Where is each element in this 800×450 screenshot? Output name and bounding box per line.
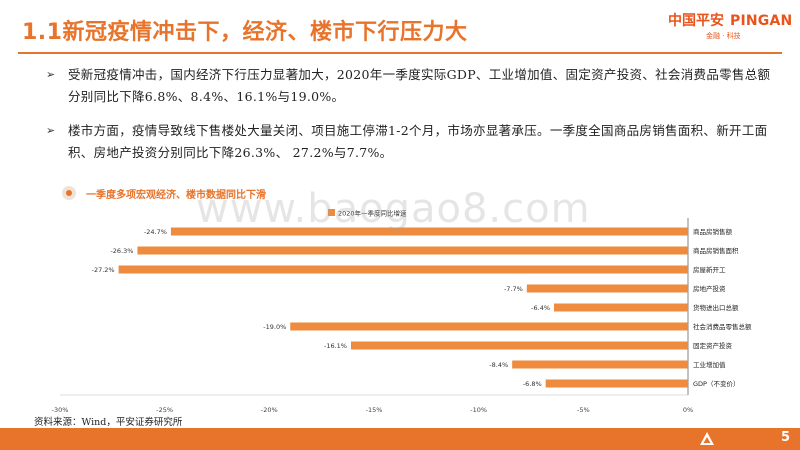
logo-tagline: 金融 · 科技: [706, 32, 741, 40]
bar: [170, 227, 689, 236]
logo-wordmark: 中国平安 PINGAN: [668, 10, 792, 30]
x-tick-label: -15%: [366, 406, 383, 414]
bullet-text-property: 楼市方面，疫情导致线下售楼处大量关闭、项目施工停滞1-2个月，市场亦显著承压。一…: [68, 123, 768, 160]
x-tick-label: -5%: [577, 406, 590, 414]
page-title: 1.1新冠疫情冲击下，经济、楼市下行压力大: [22, 20, 468, 45]
bar: [137, 246, 688, 255]
bullet-arrow-icon: ➢: [46, 124, 56, 137]
pingan-emblem-icon: [700, 432, 714, 445]
bar: [554, 303, 688, 312]
category-label: 货物进出口总额: [693, 303, 739, 312]
category-label: 商品房销售额: [693, 227, 733, 236]
subheading-text: 一季度多项宏观经济、楼市数据同比下滑: [86, 189, 266, 201]
bar: [526, 284, 688, 293]
footer-bar: [0, 428, 800, 450]
category-label: 商品房销售面积: [693, 246, 739, 255]
data-label: -7.7%: [504, 285, 523, 293]
legend-swatch: [328, 209, 335, 216]
bullet-list: ➢ 受新冠疫情冲击，国内经济下行压力显著加大，2020年一季度实际GDP、工业增…: [46, 64, 776, 176]
page-number: 5: [780, 430, 790, 445]
data-label: -26.3%: [110, 247, 133, 255]
bar: [118, 265, 688, 274]
source-note: 资料来源：Wind，平安证券研究所: [34, 417, 183, 428]
legend-label: 2020年一季度同比增速: [338, 209, 407, 218]
chart-subheading: 一季度多项宏观经济、楼市数据同比下滑: [62, 184, 266, 202]
data-label: -6.8%: [523, 380, 542, 388]
bar: [545, 379, 688, 388]
data-label: -24.7%: [144, 228, 167, 236]
data-label: -19.0%: [263, 323, 286, 331]
x-tick-label: -20%: [261, 406, 278, 414]
logo-en: PINGAN: [730, 13, 793, 29]
category-label: 固定资产投资: [693, 341, 733, 350]
bar: [350, 341, 688, 350]
data-label: -8.4%: [489, 361, 508, 369]
x-tick-label: -25%: [156, 406, 173, 414]
bar: [512, 360, 688, 369]
bullet-text-economy: 受新冠疫情冲击，国内经济下行压力显著加大，2020年一季度实际GDP、工业增加值…: [68, 67, 771, 104]
bar-chart: 2020年一季度同比增速 -24.7% 商品房销售额 -26.3% 商品房销售面积 -27…: [52, 209, 752, 415]
data-label: -16.1%: [324, 342, 347, 350]
logo: 中国平安 PINGAN 金融 · 科技: [668, 10, 792, 40]
x-tick-label: 0%: [683, 406, 693, 414]
x-tick-label: -30%: [52, 406, 69, 414]
category-label: GDP（不变价）: [693, 379, 739, 388]
title-divider: [18, 52, 782, 54]
data-label: -6.4%: [531, 304, 550, 312]
logo-cn: 中国平安: [668, 13, 724, 29]
x-tick-label: -10%: [470, 406, 487, 414]
bar: [290, 322, 688, 331]
bullet-arrow-icon: ➢: [46, 68, 56, 81]
category-label: 房地产投资: [693, 284, 726, 293]
bullet-item: ➢ 受新冠疫情冲击，国内经济下行压力显著加大，2020年一季度实际GDP、工业增…: [46, 64, 776, 108]
data-label: -27.2%: [92, 266, 115, 274]
circle-dot-icon: [62, 186, 76, 200]
category-label: 工业增加值: [693, 360, 726, 369]
category-label: 社会消费品零售总额: [693, 322, 752, 331]
category-label: 房屋新开工: [693, 265, 726, 274]
bullet-item: ➢ 楼市方面，疫情导致线下售楼处大量关闭、项目施工停滞1-2个月，市场亦显著承压…: [46, 120, 776, 164]
